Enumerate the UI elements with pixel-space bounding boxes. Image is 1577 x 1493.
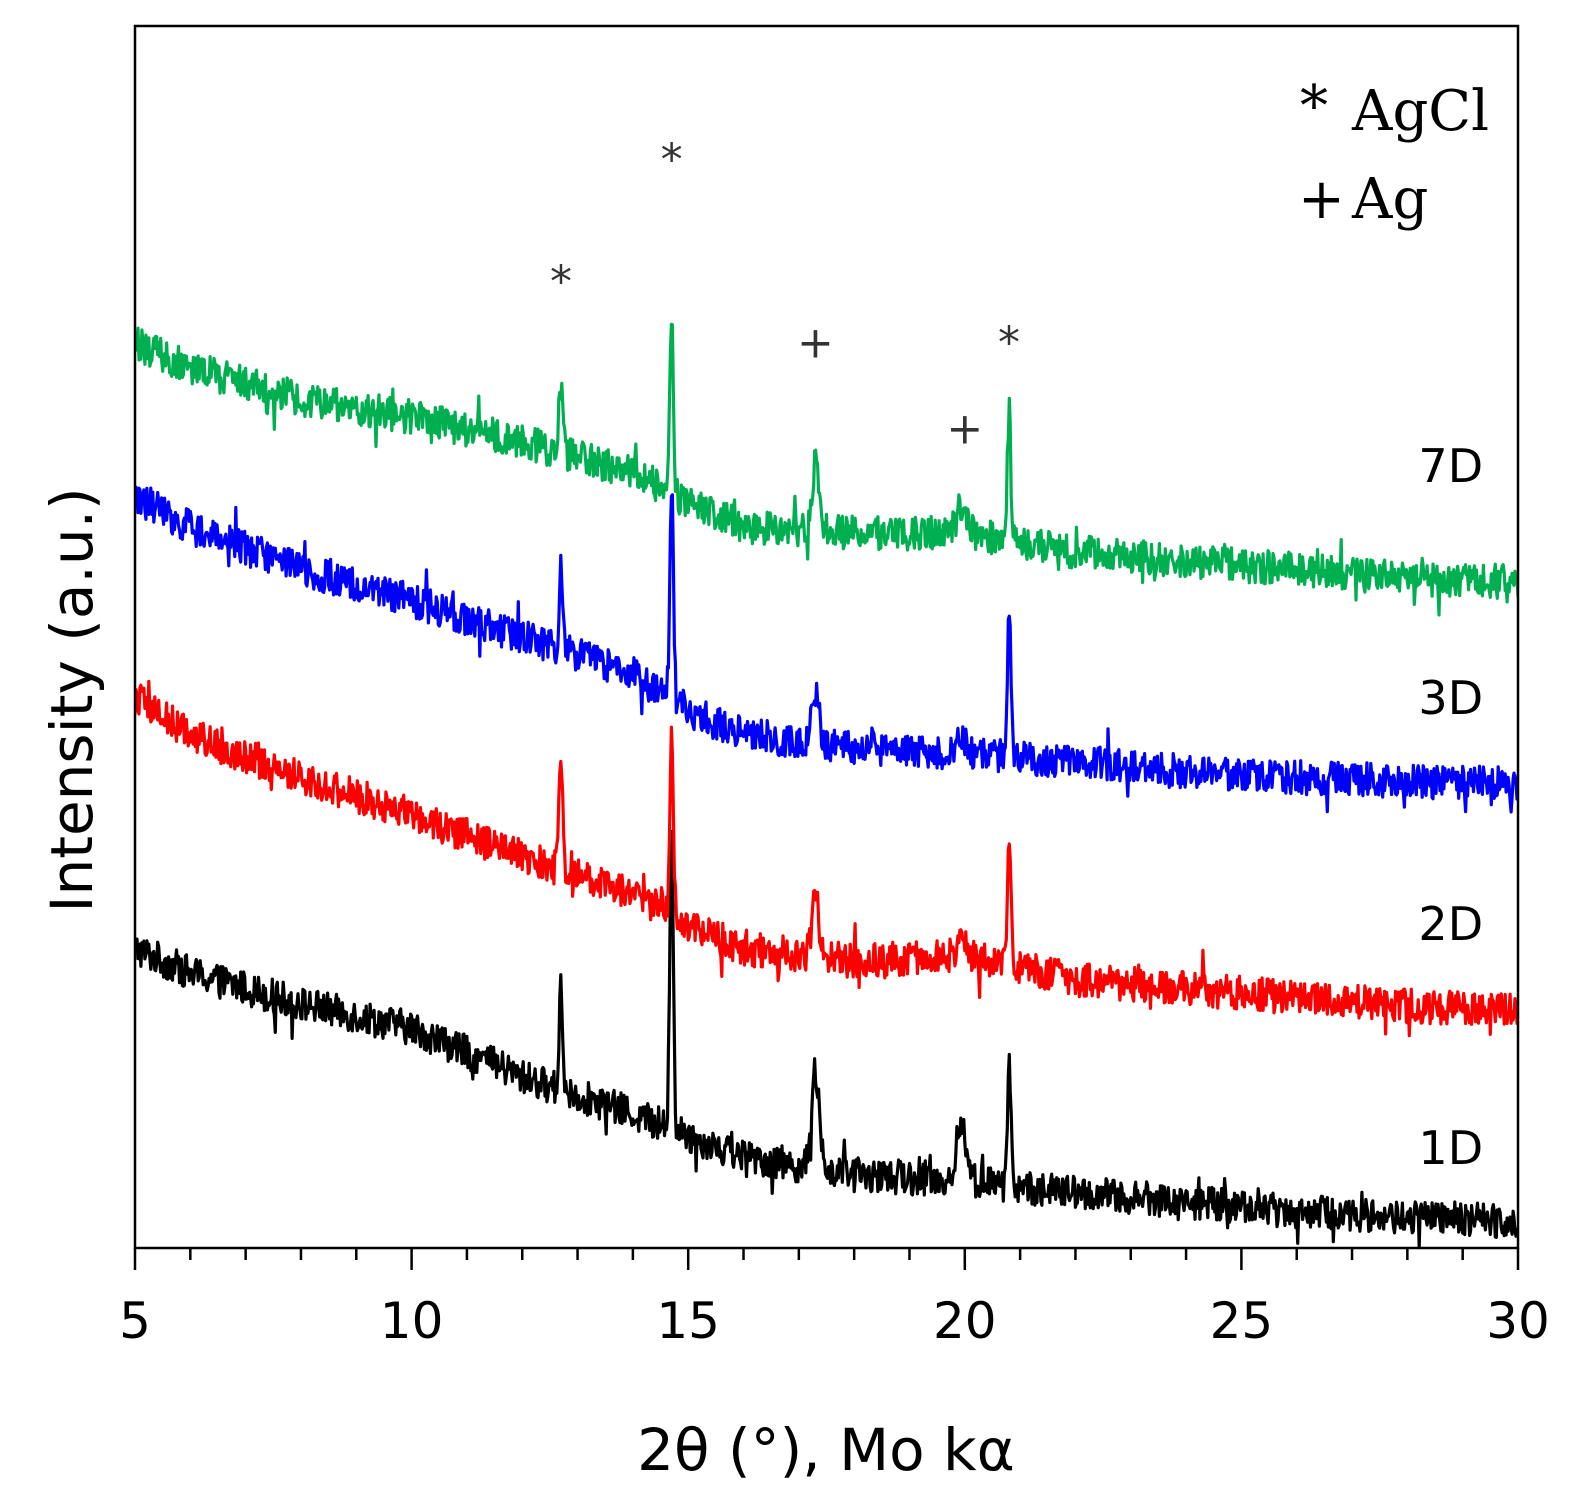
peak-marker-2: + bbox=[797, 318, 834, 369]
x-tick-label-10: 10 bbox=[380, 1292, 444, 1350]
x-tick-label-20: 20 bbox=[933, 1292, 997, 1350]
series-label-3d: 3D bbox=[1418, 671, 1483, 725]
legend-label-agcl: AgCl bbox=[1351, 79, 1489, 144]
series-line-3d bbox=[135, 485, 1518, 814]
y-axis-title: Intensity (a.u.) bbox=[38, 487, 106, 912]
series-label-1d: 1D bbox=[1418, 1121, 1483, 1175]
legend-symbol-ag: + bbox=[1298, 167, 1345, 232]
peak-marker-1: * bbox=[661, 134, 683, 185]
x-tick-label-5: 5 bbox=[119, 1292, 151, 1350]
series-label-2d: 2D bbox=[1418, 897, 1483, 951]
peak-marker-0: * bbox=[550, 257, 572, 308]
peak-marker-3: + bbox=[946, 403, 983, 454]
series-labels: 1D 2D 3D 7D bbox=[1418, 439, 1483, 1175]
x-axis-tick-labels: 5 10 15 20 25 30 bbox=[119, 1292, 1550, 1350]
x-tick-label-30: 30 bbox=[1486, 1292, 1550, 1350]
legend-label-ag: Ag bbox=[1351, 167, 1428, 232]
series-group bbox=[135, 322, 1518, 1248]
legend-symbol-agcl: * bbox=[1300, 74, 1328, 139]
x-axis-title: 2θ (°), Mo kα bbox=[637, 1416, 1015, 1484]
legend: * AgCl + Ag bbox=[1298, 74, 1489, 232]
series-label-7d: 7D bbox=[1418, 439, 1483, 493]
x-tick-label-15: 15 bbox=[656, 1292, 720, 1350]
series-line-7d bbox=[135, 322, 1518, 617]
plot-frame bbox=[133, 24, 1520, 1250]
x-axis-ticks bbox=[133, 1248, 1520, 1270]
series-line-2d bbox=[135, 679, 1518, 1038]
x-tick-label-25: 25 bbox=[1210, 1292, 1274, 1350]
series-line-1d bbox=[135, 829, 1518, 1248]
peak-markers: * * + + * bbox=[550, 134, 1020, 454]
peak-marker-4: * bbox=[998, 318, 1020, 369]
